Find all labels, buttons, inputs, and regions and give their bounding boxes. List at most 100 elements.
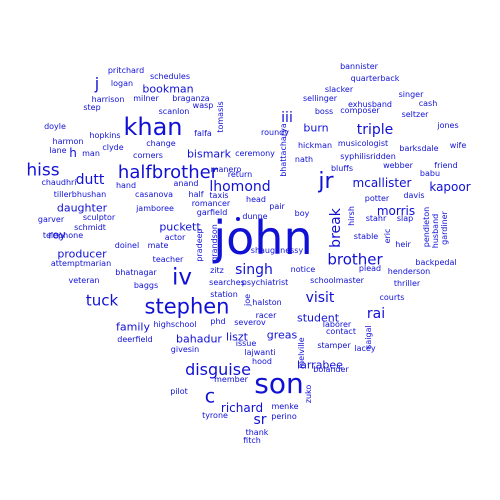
word-larrabee: larrabee: [297, 358, 343, 372]
word-son: son: [254, 367, 304, 400]
word-singer: singer: [398, 90, 424, 99]
word-pilot: pilot: [170, 387, 188, 396]
word-greas: greas: [266, 328, 298, 342]
word-j: j: [94, 74, 100, 93]
word-hiss: hiss: [26, 160, 60, 181]
word-lhomond: lhomond: [209, 179, 271, 195]
word-racer: racer: [255, 311, 277, 320]
word-dutt: dutt: [75, 172, 105, 188]
word-contact: contact: [326, 327, 356, 336]
word-hopkins: hopkins: [89, 131, 121, 140]
word-sr: sr: [253, 412, 267, 428]
word-stamper: stamper: [317, 341, 351, 350]
word-milner: milner: [133, 94, 159, 103]
word-telephone: telephone: [42, 231, 84, 240]
word-falfa: falfa: [194, 129, 212, 138]
word-barksdale: barksdale: [399, 144, 439, 153]
word-veteran: veteran: [68, 276, 100, 285]
word-musicologist: musicologist: [337, 139, 389, 148]
word-psychiatrist: psychiatrist: [241, 278, 289, 287]
word-bismark: bismark: [186, 147, 232, 161]
word-visit: visit: [305, 290, 335, 306]
word-tyrone: tyrone: [202, 411, 228, 420]
word-puckett: puckett: [159, 220, 201, 234]
word-slap: slap: [396, 214, 414, 223]
word-mcallister: mcallister: [352, 176, 412, 190]
word-dunne: dunne: [242, 212, 268, 221]
word-deerfield: deerfield: [117, 335, 153, 344]
word-laborer: laborer: [322, 320, 352, 329]
word-braganza: braganza: [172, 94, 210, 103]
word-garfield: garfield: [196, 208, 228, 217]
word-babu: babu: [419, 169, 441, 178]
word-halston: halston: [252, 298, 282, 307]
word-webber: webber: [383, 161, 413, 170]
word-plead: plead: [358, 264, 382, 273]
word-sellinger: sellinger: [302, 94, 338, 103]
word-singh: singh: [235, 262, 273, 278]
word-pradeep: pradeep: [195, 228, 204, 262]
word-roundy: roundy: [261, 128, 289, 137]
word-zuko: zuko: [304, 384, 313, 404]
word-richard: richard: [220, 401, 264, 415]
word-givesin: givesin: [170, 345, 200, 354]
word-romancer: romancer: [191, 199, 231, 208]
word-bhattacharya: bhattacharya: [279, 123, 288, 177]
dot-mark: [236, 217, 240, 221]
word-gardiner: gardiner: [440, 211, 449, 245]
word-iii: iii: [281, 110, 293, 126]
word-chaudhri: chaudhri: [41, 178, 77, 187]
word-anand: anand: [173, 179, 199, 188]
word-khan: khan: [123, 113, 183, 141]
word-searches: searches: [209, 278, 245, 287]
word-bannister: bannister: [340, 62, 378, 71]
word-clyde: clyde: [102, 143, 124, 152]
word-family: family: [116, 320, 150, 334]
word-ceremony: ceremony: [235, 149, 275, 158]
word-h: h: [69, 146, 77, 160]
word-grandson: grandson: [210, 224, 219, 262]
word-attemptmarian: attemptmarian: [50, 259, 112, 268]
word-lajwanti: lajwanti: [244, 348, 276, 357]
word-slacker: slacker: [324, 85, 354, 94]
word-courts: courts: [379, 293, 405, 302]
word-manero: manero: [210, 165, 242, 174]
word-stahr: stahr: [365, 214, 387, 223]
word-cash: cash: [418, 99, 438, 108]
word-schedules: schedules: [149, 72, 191, 81]
word-friend: friend: [434, 161, 458, 170]
word-thriller: thriller: [393, 279, 421, 288]
word-jr: jr: [318, 169, 334, 194]
word-halfbrother: halfbrother: [117, 162, 219, 183]
word-bookman: bookman: [142, 82, 194, 96]
word-schoolmaster: schoolmaster: [310, 276, 364, 285]
word-triple: triple: [356, 122, 394, 138]
word-return: return: [227, 170, 253, 179]
word-shaughnessy: shaughnessy: [250, 246, 304, 255]
word-kapoor: kapoor: [429, 180, 471, 194]
word-quarterback: quarterback: [350, 74, 400, 83]
word-tillerbhushan: tillerbhushan: [53, 190, 107, 199]
word-notice: notice: [290, 265, 316, 274]
word-perino: perino: [271, 412, 297, 421]
word-issue: issue: [235, 339, 257, 348]
word-head: head: [246, 195, 266, 204]
word-station: station: [210, 290, 238, 299]
word-teacher: teacher: [152, 255, 184, 264]
word-harmon: harmon: [52, 137, 84, 146]
word-lacey: lacey: [354, 344, 376, 353]
word-bluffs: bluffs: [330, 164, 354, 173]
word-exhusband: exhusband: [348, 100, 392, 109]
word-c: c: [204, 385, 216, 408]
word-casanova: casanova: [135, 190, 173, 199]
word-lane: lane: [49, 146, 67, 155]
word-member: member: [214, 375, 248, 384]
word-harrison: harrison: [91, 95, 125, 104]
word-heir: heir: [395, 240, 411, 249]
word-joe: joe: [243, 293, 252, 307]
word-hickman: hickman: [297, 141, 333, 150]
word-mate: mate: [147, 241, 169, 250]
word-tuck: tuck: [85, 291, 119, 310]
word-davis: davis: [403, 191, 425, 200]
